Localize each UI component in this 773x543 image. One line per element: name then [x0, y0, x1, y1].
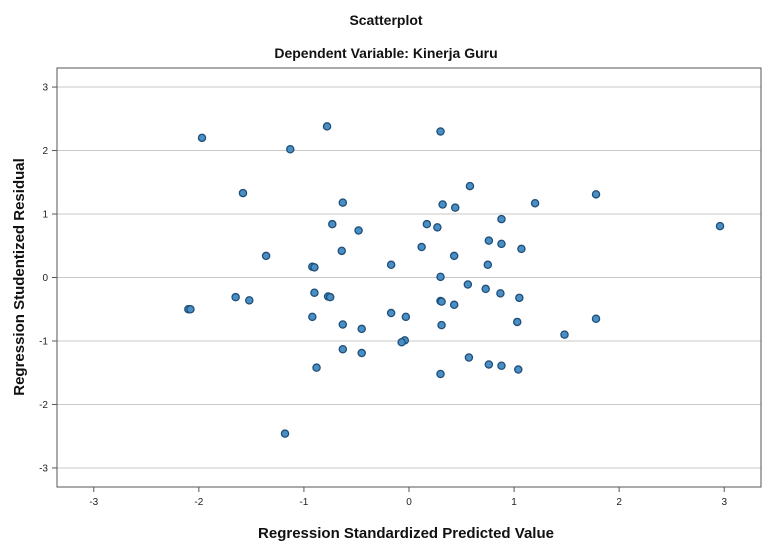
y-tick-label: 2 — [42, 146, 48, 157]
data-point — [438, 200, 447, 209]
x-tick-label: 3 — [721, 497, 727, 508]
data-point — [386, 260, 396, 270]
data-point — [397, 338, 406, 347]
data-point — [591, 314, 601, 324]
data-point — [512, 317, 522, 327]
data-point — [560, 330, 569, 339]
chart-subtitle: Dependent Variable: Kinerja Guru — [274, 45, 497, 61]
data-point — [312, 363, 321, 372]
x-tick-label: -2 — [194, 497, 203, 508]
x-tick-label: -3 — [89, 497, 98, 508]
data-point — [261, 251, 271, 261]
x-tick-label: 1 — [511, 497, 517, 508]
data-point — [357, 348, 366, 358]
y-tick-label: -1 — [39, 336, 48, 347]
data-point — [231, 292, 240, 302]
y-tick-label: 1 — [42, 210, 48, 221]
data-point — [325, 292, 335, 302]
data-point — [449, 251, 459, 261]
data-point — [481, 284, 490, 294]
data-point — [328, 219, 337, 229]
data-point — [280, 429, 290, 438]
x-axis-ticks: -3 -2 -1 0 1 2 3 — [89, 487, 727, 508]
y-tick-label: 0 — [42, 273, 48, 284]
data-point — [386, 308, 396, 318]
data-point — [354, 226, 363, 235]
data-point — [286, 145, 295, 154]
x-axis-label: Regression Standardized Predicted Value — [258, 525, 554, 542]
data-point — [436, 127, 445, 136]
data-point — [436, 369, 445, 379]
data-point — [310, 288, 319, 297]
data-point — [530, 198, 540, 208]
data-point — [433, 223, 442, 232]
data-point — [245, 296, 254, 305]
data-point — [591, 190, 601, 199]
x-tick-label: 2 — [616, 497, 622, 508]
data-point — [338, 198, 348, 207]
data-point — [437, 320, 446, 330]
data-point — [484, 360, 494, 369]
data-point — [484, 236, 494, 245]
data-point — [338, 320, 348, 329]
data-point — [497, 214, 506, 224]
data-point — [514, 365, 523, 374]
data-point — [308, 312, 317, 322]
data-point — [322, 122, 332, 131]
data-point — [401, 312, 411, 322]
data-point — [715, 221, 725, 231]
data-point — [436, 272, 445, 282]
data-point — [310, 263, 319, 272]
data-point — [465, 181, 475, 191]
data-point — [497, 361, 506, 370]
data-point — [497, 239, 506, 249]
y-tick-label: -3 — [39, 463, 48, 474]
data-point — [517, 244, 526, 254]
data-point — [337, 246, 347, 256]
data-point — [357, 324, 366, 334]
data-point — [422, 219, 432, 229]
data-point — [197, 133, 207, 143]
data-point — [515, 293, 524, 303]
data-point — [437, 297, 446, 306]
data-point — [463, 280, 473, 289]
data-point — [186, 304, 195, 314]
y-axis-ticks: 3 2 1 0 -1 -2 -3 — [39, 83, 57, 474]
data-point — [496, 289, 505, 298]
chart-title: Scatterplot — [349, 12, 422, 28]
data-point — [450, 203, 460, 212]
data-points — [184, 122, 725, 438]
x-tick-label: 0 — [406, 497, 412, 508]
data-point — [338, 344, 348, 354]
x-tick-label: -1 — [299, 497, 308, 508]
gridlines — [57, 86, 761, 469]
data-point — [483, 260, 493, 270]
data-point — [464, 353, 474, 362]
data-point — [449, 300, 459, 310]
y-tick-label: 3 — [42, 83, 48, 94]
data-point — [238, 188, 248, 198]
y-tick-label: -2 — [39, 400, 48, 411]
data-point — [417, 242, 426, 252]
y-axis-label: Regression Studentized Residual — [11, 158, 28, 396]
